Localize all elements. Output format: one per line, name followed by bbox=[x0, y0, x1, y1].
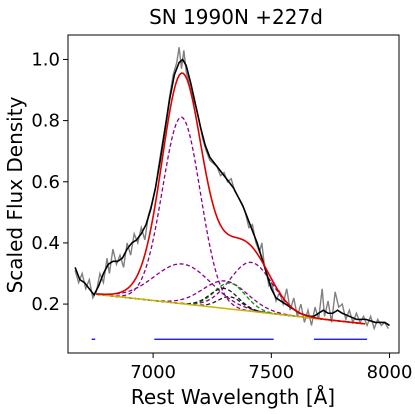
gaussian-component-3 bbox=[96, 261, 366, 325]
plot-frame bbox=[67, 34, 400, 354]
plot-data-layer bbox=[74, 47, 390, 340]
x-tick-label: 8000 bbox=[367, 362, 413, 383]
gaussian-component-4 bbox=[96, 280, 366, 325]
x-tick-label: 7000 bbox=[130, 362, 176, 383]
x-axis-label: Rest Wavelength [Å] bbox=[131, 385, 335, 409]
x-axis: 7000 7500 8000 bbox=[130, 353, 412, 383]
chart-title: SN 1990N +227d bbox=[149, 5, 323, 29]
y-tick-label: 1.0 bbox=[31, 49, 60, 70]
observed-spectrum-line bbox=[74, 47, 389, 331]
y-tick-label: 0.8 bbox=[31, 111, 60, 132]
total-fit-line bbox=[96, 72, 366, 325]
y-tick-label: 0.4 bbox=[31, 233, 60, 254]
y-axis-label: Scaled Flux Density bbox=[3, 96, 27, 293]
smoothed-spectrum-line bbox=[74, 58, 390, 327]
y-axis: 0.2 0.4 0.6 0.8 1.0 bbox=[31, 49, 68, 315]
x-tick-label: 7500 bbox=[248, 362, 294, 383]
y-tick-label: 0.2 bbox=[31, 294, 60, 315]
y-tick-label: 0.6 bbox=[31, 172, 60, 193]
